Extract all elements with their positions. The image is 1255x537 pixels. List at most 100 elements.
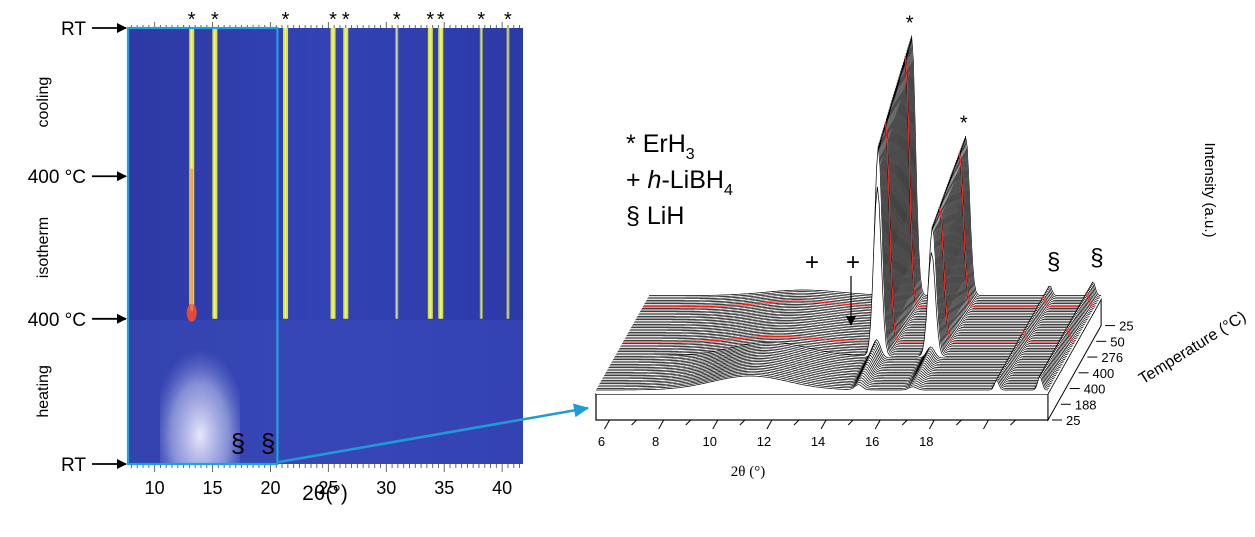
waterfall-trace-fill xyxy=(636,76,1089,322)
waterfall-trace xyxy=(632,88,1085,325)
heatmap-x-tick-label: 40 xyxy=(492,478,512,498)
legend-entry: § LiH xyxy=(626,202,684,230)
waterfall-trace xyxy=(612,343,1065,362)
waterfall-z-axis-label: Intensity (a.u.) xyxy=(1201,142,1218,237)
peak-marker-star: * xyxy=(329,9,337,31)
waterfall-x-tick-label: 14 xyxy=(811,434,825,449)
peak-marker-star: * xyxy=(342,9,350,31)
waterfall-x-axis-label: 2θ (°) xyxy=(731,464,765,480)
waterfall-trace xyxy=(609,350,1062,367)
heatmap-x-tick-label: 35 xyxy=(434,478,454,498)
waterfall-x-tick-mark xyxy=(793,419,800,426)
waterfall-x-tick-mark xyxy=(766,419,773,430)
waterfall-trace-fill xyxy=(632,88,1085,329)
waterfall-x-tick-label: 12 xyxy=(757,434,771,449)
waterfall-trace xyxy=(624,115,1077,340)
heatmap-x-ticks: 10 15 20 25 30 35 40 xyxy=(130,22,521,498)
legend-entry: * ErH3 xyxy=(626,130,695,163)
legend: * ErH3+ h-LiBH4 § LiH xyxy=(626,130,733,230)
heatmap-hot-spot xyxy=(186,303,197,322)
legend-entry: + h-LiBH4 xyxy=(626,166,733,199)
waterfall-base-side xyxy=(1047,297,1102,422)
heatmap-x-tick-label: 20 xyxy=(260,478,280,498)
waterfall-peak-annotation: * xyxy=(960,113,968,135)
section-label: isotherm xyxy=(35,217,52,278)
waterfall-x-tick-label: 10 xyxy=(703,434,717,449)
peak-marker-star: * xyxy=(188,9,196,31)
waterfall-y-tick-label: 50 xyxy=(1110,334,1124,349)
waterfall-trace xyxy=(630,97,1083,330)
waterfall-trace xyxy=(606,356,1059,372)
waterfall-trace xyxy=(616,142,1069,354)
waterfall-x-tick-mark xyxy=(983,419,989,430)
legend-subscript: 3 xyxy=(686,146,695,163)
waterfall-trace xyxy=(625,112,1078,338)
waterfall-trace xyxy=(619,133,1072,349)
waterfall-y-tick-label: 400 xyxy=(1084,382,1106,397)
waterfall-trace xyxy=(597,372,1050,388)
waterfall-trace xyxy=(638,70,1091,316)
peak-marker-star: * xyxy=(211,9,219,31)
heatmap-x-tick-label: 10 xyxy=(145,478,165,498)
waterfall-y-tick-label: 276 xyxy=(1101,350,1123,365)
heatmap-panel: 10 15 20 25 30 35 40 RT 400 °C 400 °C RT cooling i… xyxy=(28,9,523,505)
peak-marker-star: * xyxy=(393,9,401,31)
waterfall-x-tick-mark xyxy=(658,419,665,430)
waterfall-trace xyxy=(621,127,1074,346)
waterfall-x-tick-mark xyxy=(847,419,854,426)
waterfall-x-tick-mark xyxy=(901,419,908,426)
section-label: cooling xyxy=(35,77,52,128)
waterfall-base-front xyxy=(595,393,1049,421)
waterfall-trace xyxy=(596,374,1049,389)
waterfall-x-tick-label: 18 xyxy=(919,434,933,449)
heating-haze xyxy=(160,320,240,464)
waterfall-x-tick-mark xyxy=(874,419,881,430)
waterfall-trace xyxy=(627,106,1080,335)
stage-label: RT xyxy=(61,455,86,476)
waterfall-trace xyxy=(641,58,1094,309)
waterfall-trace xyxy=(640,64,1093,312)
waterfall-trace xyxy=(614,186,1067,357)
waterfall-trace xyxy=(614,339,1067,359)
stage-label: RT xyxy=(61,19,86,40)
waterfall-trace xyxy=(598,370,1051,386)
waterfall-trace xyxy=(636,76,1089,319)
waterfall-trace xyxy=(622,124,1075,344)
waterfall-trace xyxy=(626,109,1079,336)
waterfall-y-tick-label: 188 xyxy=(1075,397,1097,412)
waterfall-peak-annotation: + xyxy=(805,249,819,276)
waterfall-trace xyxy=(610,348,1063,365)
heatmap-x-tick-label: 25 xyxy=(318,478,338,498)
legend-text: LiH xyxy=(647,202,685,230)
legend-prefix: h xyxy=(648,166,662,194)
waterfall-trace xyxy=(632,91,1085,327)
peak-marker-star: * xyxy=(426,9,434,31)
peak-marker-star: * xyxy=(437,9,445,31)
waterfall-trace xyxy=(628,103,1081,333)
waterfall-x-ticks: 6 8 10 12 14 16 18 xyxy=(598,419,1016,449)
waterfall-trace xyxy=(618,136,1071,351)
waterfall-trace-fill xyxy=(637,73,1090,321)
legend-hyphen: - xyxy=(661,166,669,194)
waterfall-trace xyxy=(643,53,1096,306)
waterfall-y-tick-label: 25 xyxy=(1066,413,1080,428)
waterfall-x-tick-mark xyxy=(956,419,962,426)
waterfall-trace xyxy=(608,352,1061,368)
waterfall-x-tick-mark xyxy=(712,419,719,430)
peak-marker-star: * xyxy=(504,9,512,31)
stage-label: 400 °C xyxy=(28,167,86,188)
waterfall-trace xyxy=(611,345,1064,364)
waterfall-trace xyxy=(599,369,1052,384)
peak-marker-star: * xyxy=(477,9,485,31)
waterfall-trace xyxy=(633,85,1086,324)
waterfall-x-tick-mark xyxy=(631,419,637,426)
peak-marker-section: § xyxy=(261,428,275,458)
waterfall-x-tick-mark xyxy=(1010,419,1016,426)
waterfall-trace xyxy=(603,362,1056,378)
waterfall-peak-annotation: § xyxy=(1047,249,1060,276)
waterfall-trace-fill xyxy=(638,70,1091,319)
waterfall-x-tick-mark xyxy=(820,419,827,430)
waterfall-trace xyxy=(641,61,1094,311)
waterfall-y-axis-label: Temperature (°C) xyxy=(1136,308,1249,388)
